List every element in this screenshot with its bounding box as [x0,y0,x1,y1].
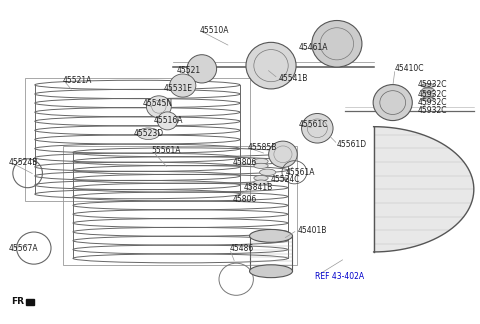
Text: 45561C: 45561C [298,120,328,129]
Text: 45541B: 45541B [278,74,308,83]
Ellipse shape [254,163,268,168]
Ellipse shape [254,180,268,185]
Text: 45932C: 45932C [418,80,447,89]
Text: 45545N: 45545N [142,99,172,108]
Ellipse shape [269,141,297,168]
Text: 45524C: 45524C [271,175,300,184]
Text: 45486: 45486 [229,244,254,253]
Ellipse shape [422,92,434,97]
Ellipse shape [250,265,292,278]
Text: REF 43-402A: REF 43-402A [315,272,364,281]
Ellipse shape [260,169,276,176]
Text: 45523D: 45523D [134,129,164,138]
Text: 45461A: 45461A [298,43,328,52]
Ellipse shape [254,176,268,181]
Text: 45806: 45806 [233,158,257,167]
Text: FR: FR [11,297,24,306]
Polygon shape [26,298,34,305]
Ellipse shape [250,229,292,242]
Text: 45510A: 45510A [199,26,229,35]
Ellipse shape [169,74,196,97]
Text: 45932C: 45932C [418,98,447,107]
Text: 45806: 45806 [233,195,257,204]
Text: 45561A: 45561A [286,168,315,177]
Text: 45932C: 45932C [418,90,447,99]
Ellipse shape [422,84,434,87]
Text: 45531E: 45531E [164,84,192,93]
Text: 45401B: 45401B [297,226,327,235]
Ellipse shape [157,112,178,130]
Ellipse shape [254,158,268,164]
Ellipse shape [422,97,434,101]
Text: 45841B: 45841B [243,182,273,191]
Ellipse shape [137,128,159,140]
Ellipse shape [422,88,434,92]
Text: 55561A: 55561A [152,146,181,155]
Text: 45521: 45521 [177,66,201,75]
Text: 45410C: 45410C [395,64,425,73]
Polygon shape [373,127,474,252]
Ellipse shape [146,96,171,118]
Text: 45516A: 45516A [153,116,183,125]
Ellipse shape [187,55,216,83]
Text: 45567A: 45567A [9,244,39,253]
Text: 45585B: 45585B [247,143,276,152]
Text: 45524B: 45524B [9,157,38,167]
Ellipse shape [373,85,412,121]
Text: 45932C: 45932C [418,106,447,115]
Ellipse shape [312,20,362,67]
Ellipse shape [246,42,296,89]
Ellipse shape [301,113,333,143]
Text: 45521A: 45521A [62,75,92,85]
Text: 45561D: 45561D [337,140,367,149]
